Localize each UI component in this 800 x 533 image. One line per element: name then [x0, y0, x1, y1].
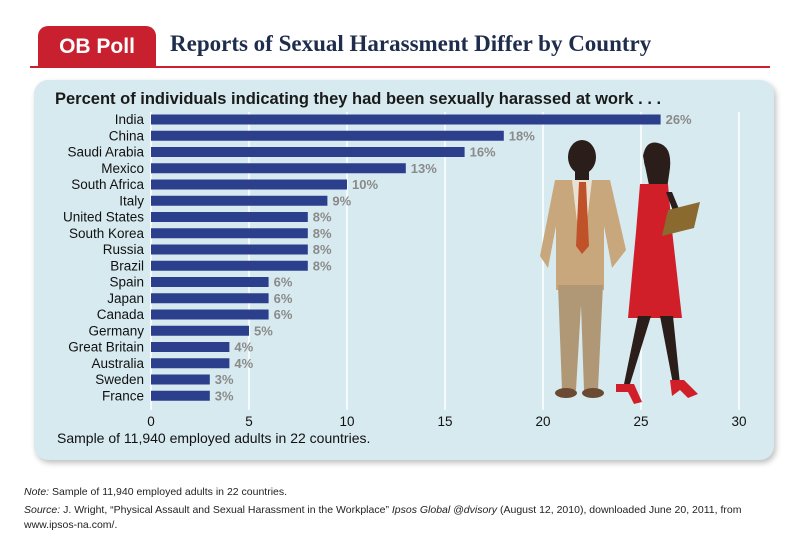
bar-russia [151, 244, 308, 255]
category-label: Italy [119, 193, 144, 208]
chart-title: Percent of individuals indicating they h… [55, 90, 662, 108]
value-label: 5% [254, 323, 273, 338]
woman-shoe-left [616, 384, 642, 404]
value-label: 16% [470, 145, 496, 160]
bar-italy [151, 195, 328, 206]
woman-shoe-right [670, 380, 698, 398]
x-tick-label: 20 [535, 414, 550, 429]
value-label: 8% [313, 258, 332, 273]
value-label: 10% [352, 177, 378, 192]
source-publication: Ipsos Global @dvisory [391, 504, 498, 516]
bar-great-britain [151, 342, 230, 352]
title-divider [30, 66, 770, 68]
category-label: China [109, 128, 145, 143]
source-author: J. Wright, “Physical Assault and Sexual … [60, 504, 392, 516]
man-tie [576, 182, 589, 254]
value-label: 18% [509, 128, 535, 143]
category-label: Canada [97, 307, 145, 322]
man-shoe-left [555, 388, 577, 398]
note-label: Note: [24, 486, 50, 498]
value-label: 6% [274, 307, 293, 322]
bar-brazil [151, 260, 308, 271]
bar-saudi-arabia [151, 147, 465, 157]
source-label: Source: [24, 504, 61, 516]
illustration-man-woman [540, 140, 700, 404]
ob-poll-badge: OB Poll [38, 26, 156, 66]
bar-germany [151, 325, 249, 336]
source-rest: (August 12, 2010), downloaded June 20, 2… [24, 504, 742, 531]
value-label: 26% [666, 112, 692, 127]
category-label: India [115, 112, 145, 127]
sample-caption: Sample of 11,940 employed adults in 22 c… [57, 430, 371, 446]
bar-canada [151, 309, 269, 320]
category-label: South Korea [69, 226, 145, 241]
bar-china [151, 130, 504, 141]
woman-neck [651, 172, 661, 184]
value-label: 3% [215, 388, 234, 403]
category-label: Great Britain [68, 340, 144, 355]
x-tick-label: 25 [633, 414, 648, 429]
value-label: 8% [313, 210, 332, 225]
category-label: Australia [91, 356, 144, 371]
footnote-note: Note: Sample of 11,940 employed adults i… [24, 486, 287, 498]
footnote-source: Source: J. Wright, “Physical Assault and… [24, 503, 764, 533]
x-tick-label: 10 [339, 414, 354, 429]
category-label: Sweden [95, 372, 144, 387]
bar-south-korea [151, 228, 308, 239]
man-neck [575, 170, 589, 180]
page-title: Reports of Sexual Harassment Differ by C… [170, 31, 652, 56]
value-label: 6% [274, 291, 293, 306]
woman-hair [643, 142, 671, 196]
woman-leg-right [660, 316, 680, 384]
value-label: 6% [274, 275, 293, 290]
value-label: 3% [215, 372, 234, 387]
x-tick-label: 15 [437, 414, 452, 429]
x-tick-label: 30 [731, 414, 746, 429]
category-label: Germany [88, 323, 144, 338]
bar-spain [151, 277, 269, 287]
man-trousers [558, 285, 603, 390]
category-label: Spain [109, 275, 144, 290]
man-shoe-right [582, 388, 604, 398]
category-label: Brazil [110, 258, 144, 273]
category-label: South Africa [71, 177, 144, 192]
category-label: Saudi Arabia [67, 145, 144, 160]
bar-india [151, 114, 661, 125]
woman-figure [616, 142, 700, 404]
bar-france [151, 390, 210, 401]
category-label: Japan [107, 291, 144, 306]
value-label: 8% [313, 226, 332, 241]
bar-japan [151, 293, 269, 304]
bar-sweden [151, 374, 210, 385]
category-label: United States [63, 210, 144, 225]
man-head [568, 140, 596, 174]
value-label: 9% [332, 193, 351, 208]
x-tick-label: 0 [147, 414, 155, 429]
category-label: Russia [103, 242, 145, 257]
bar-united-states [151, 212, 308, 222]
value-label: 4% [234, 356, 253, 371]
woman-leg-left [624, 316, 651, 384]
x-tick-label: 5 [245, 414, 253, 429]
value-label: 4% [234, 340, 253, 355]
note-text: Sample of 11,940 employed adults in 22 c… [49, 486, 288, 498]
category-label: Mexico [101, 161, 144, 176]
man-figure [540, 140, 626, 398]
bar-mexico [151, 163, 406, 174]
bar-south-africa [151, 179, 347, 190]
bar-australia [151, 358, 230, 369]
value-label: 8% [313, 242, 332, 257]
value-label: 13% [411, 161, 437, 176]
woman-clipboard [662, 202, 700, 236]
category-label: France [102, 388, 144, 403]
